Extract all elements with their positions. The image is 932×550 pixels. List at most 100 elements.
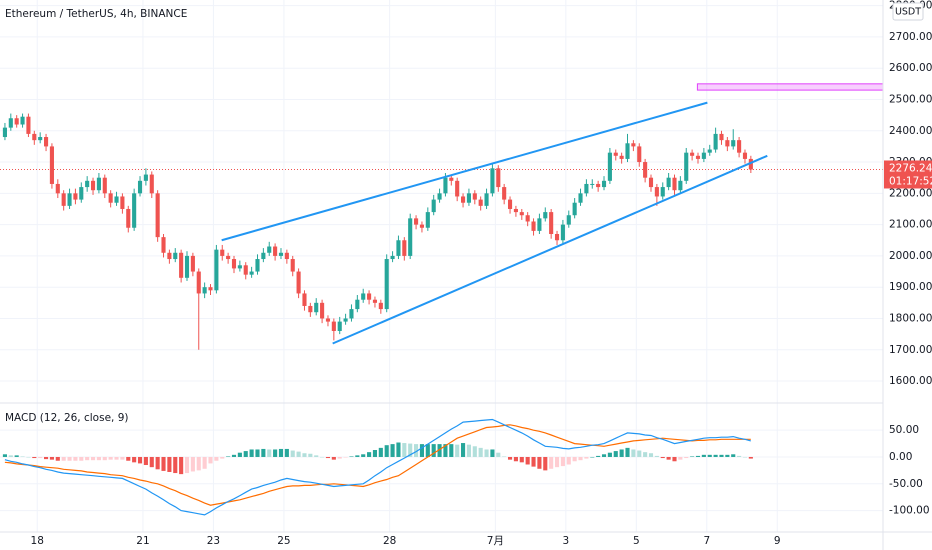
histogram-bar: [713, 454, 718, 457]
candle-body: [302, 293, 307, 306]
candle-body: [737, 140, 742, 153]
candle-body: [490, 168, 495, 194]
candle-body: [613, 152, 618, 156]
candle-body: [132, 193, 137, 228]
x-tick-label: 21: [136, 535, 149, 547]
histogram-bar: [578, 456, 583, 461]
candle-body: [701, 152, 706, 159]
histogram-bar: [502, 456, 507, 457]
indicator-title: MACD (12, 26, close, 9): [5, 412, 128, 424]
candle-body: [519, 212, 524, 216]
candle-body: [320, 302, 325, 319]
histogram-bar: [455, 444, 460, 457]
candle-body: [425, 212, 430, 228]
x-tick-label: 28: [383, 535, 396, 547]
histogram-bar: [196, 456, 201, 471]
histogram-bar: [731, 454, 736, 457]
candle-body: [549, 212, 554, 235]
x-tick-label: 23: [207, 535, 220, 547]
histogram-bar: [237, 452, 242, 457]
histogram-bar: [284, 448, 289, 457]
currency-button[interactable]: [892, 2, 924, 21]
histogram-bar: [408, 443, 413, 457]
histogram-bar: [96, 456, 101, 461]
candle-body: [414, 218, 419, 225]
histogram-bar: [102, 456, 107, 461]
candle-body: [619, 155, 624, 159]
histogram-bar: [320, 456, 325, 458]
currency-label[interactable]: USDT: [895, 7, 921, 18]
candle-body: [731, 140, 736, 147]
x-tick-label: 3: [562, 535, 569, 547]
histogram-bar: [273, 449, 278, 457]
candle-body: [601, 180, 607, 188]
histogram-bar: [737, 455, 742, 457]
histogram-bar: [648, 453, 654, 457]
histogram-bar: [572, 456, 577, 462]
macd-line: [4, 418, 751, 516]
candle-body: [90, 180, 96, 191]
candle-body: [202, 287, 207, 294]
histogram-bar: [566, 456, 571, 465]
candle-body: [108, 193, 113, 203]
candle-body: [214, 249, 219, 291]
candle-body: [695, 155, 701, 159]
candle-body: [478, 199, 483, 206]
y-tick-label: 0.00: [889, 451, 912, 463]
x-tick-label: 18: [31, 535, 44, 547]
histogram-bar: [167, 456, 172, 472]
candle-body: [455, 180, 460, 197]
y-tick-label: 2000.00: [889, 250, 932, 262]
histogram-bar: [472, 446, 477, 457]
candle-body: [343, 318, 348, 322]
histogram-bar: [531, 456, 536, 467]
histogram-bar: [725, 454, 730, 457]
candle-body: [578, 193, 583, 203]
y-tick-label: 1800.00: [889, 312, 932, 324]
histogram-bar: [701, 454, 706, 457]
candle-body: [55, 183, 60, 194]
histogram-bar: [331, 456, 336, 460]
histogram-bar: [619, 449, 624, 457]
candle-body: [367, 293, 372, 300]
candle-body: [14, 118, 19, 125]
histogram-bar: [613, 451, 618, 457]
candle-body: [396, 240, 401, 256]
y-tick-label: 2200.00: [889, 187, 932, 199]
histogram-bar: [554, 456, 560, 468]
y-tick-label: 2700.00: [889, 31, 932, 43]
candle-body: [437, 193, 442, 200]
y-tick-label: 1600.00: [889, 375, 932, 387]
axes: 1600.00 1700.00 1800.00 1900.00 2000.00 2100.…: [31, 0, 932, 547]
y-tick-label: 2600.00: [889, 62, 932, 74]
histogram-bar: [660, 456, 665, 459]
candle-body: [179, 252, 184, 278]
candle-body: [461, 196, 466, 203]
candle-body: [690, 152, 695, 156]
candle-body: [331, 321, 336, 331]
candle-body: [261, 252, 266, 260]
candle-body: [572, 202, 577, 216]
trend-line: [332, 154, 768, 345]
histogram-bar: [596, 455, 601, 457]
histogram-bar: [79, 456, 84, 461]
candle-body: [325, 318, 331, 322]
histogram-bar: [431, 444, 436, 457]
histogram-bar: [478, 447, 483, 457]
histogram-bar: [695, 455, 701, 457]
histogram-bar: [208, 456, 213, 464]
candle-body: [684, 152, 689, 181]
candle-body: [748, 158, 753, 170]
candle-body: [443, 177, 448, 194]
histogram-bar: [278, 448, 284, 457]
candle-body: [378, 302, 383, 310]
candle-body: [102, 177, 107, 194]
candle-body: [496, 168, 501, 188]
histogram-bar: [231, 454, 237, 457]
candle-body: [226, 255, 231, 260]
histogram-bar: [742, 456, 748, 458]
candle-body: [431, 199, 436, 213]
last-price-label: 2276.24: [889, 162, 932, 174]
histogram-bar: [361, 454, 366, 457]
